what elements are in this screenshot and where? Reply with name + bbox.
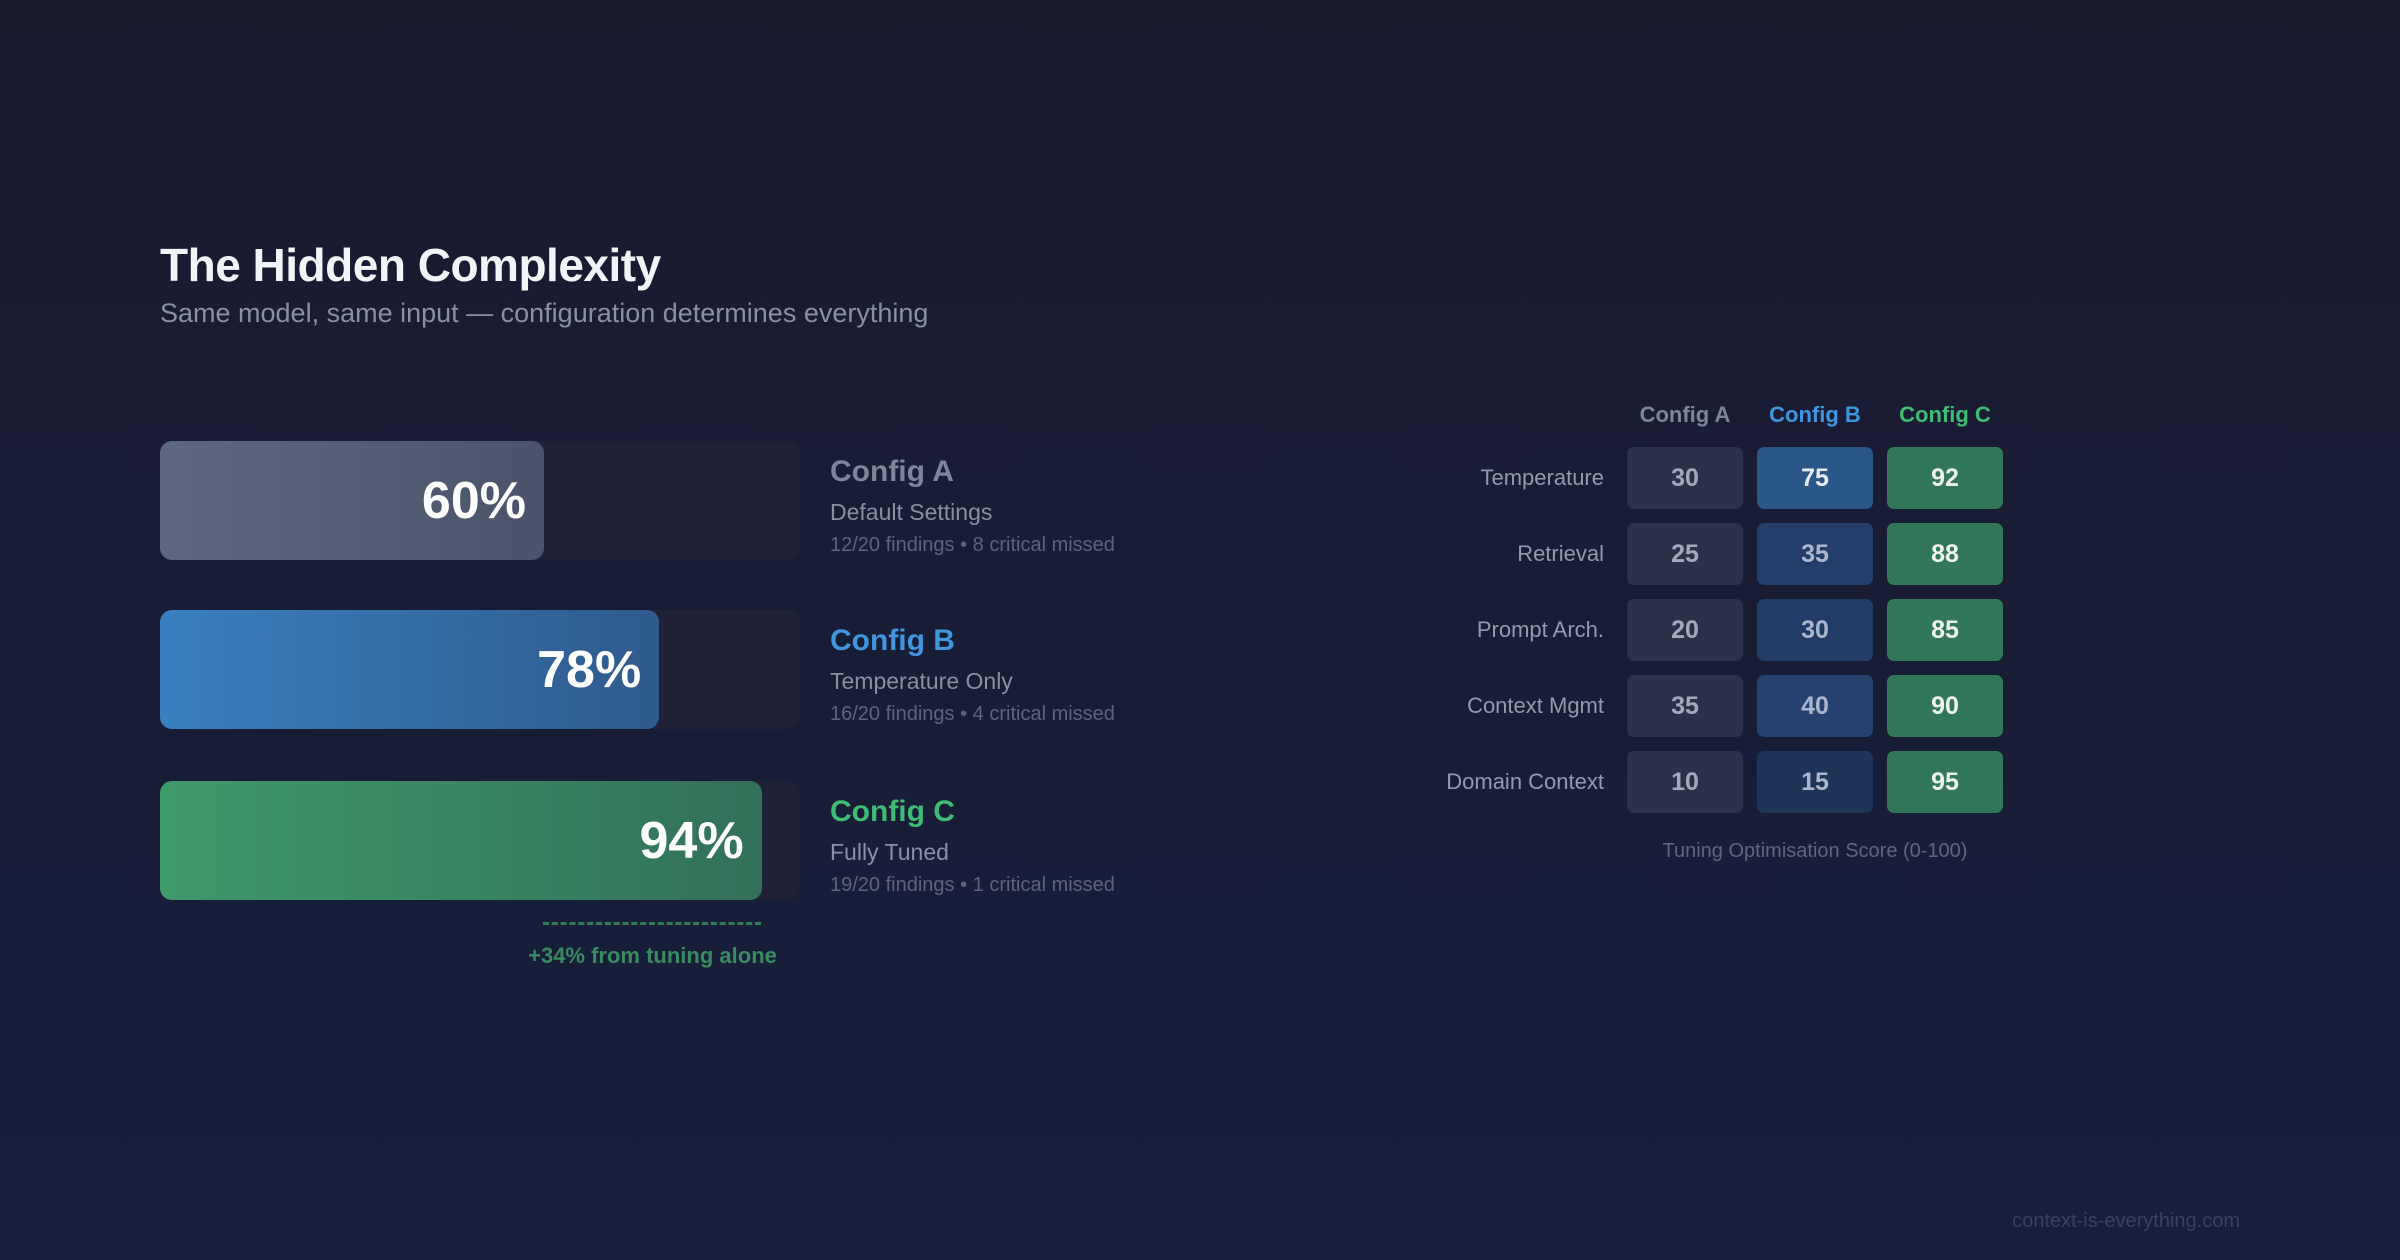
heatmap-cell: 10 [1627,751,1743,813]
bar-fill: 94% [160,781,762,900]
heatmap-cell: 85 [1887,599,2003,661]
bar-track: 60% [160,441,800,560]
bar-fill: 78% [160,610,660,729]
bar-value-label: 60% [421,471,526,530]
heatmap-cell: 90 [1887,675,2003,737]
config-findings: 12/20 findings • 8 critical missed [830,534,1115,556]
heatmap-caption: Tuning Optimisation Score (0-100) [1662,840,1968,862]
heatmap-cell: 95 [1887,751,2003,813]
bar-legend: Config A Default Settings 12/20 findings… [830,455,1115,557]
heatmap-cell: 40 [1757,675,1873,737]
heatmap-column-header: Config C [1899,402,1991,427]
bar-legend: Config B Temperature Only 16/20 findings… [830,624,1115,726]
heatmap-cell: 25 [1627,523,1743,585]
config-description: Temperature Only [830,668,1013,694]
config-findings: 16/20 findings • 4 critical missed [830,703,1115,725]
heatmap-column-header: Config B [1769,402,1861,427]
heatmap-row-label: Temperature [1480,465,1604,490]
bar-value-label: 94% [639,811,744,870]
heatmap-cell: 92 [1887,447,2003,509]
heatmap-row-label: Context Mgmt [1467,693,1604,718]
config-name: Config A [830,455,954,488]
heatmap-cell: 88 [1887,523,2003,585]
heatmap-cell: 35 [1757,523,1873,585]
heatmap-cell: 15 [1757,751,1873,813]
heatmap-row-label: Retrieval [1517,541,1604,566]
gain-annotation: +34% from tuning alone [528,943,777,968]
page-subtitle: Same model, same input — configuration d… [160,298,929,328]
heatmap-cell: 75 [1757,447,1873,509]
bar-value-label: 78% [537,640,642,699]
config-description: Default Settings [830,499,993,525]
heatmap-cell: 30 [1627,447,1743,509]
heatmap-row-label: Domain Context [1446,769,1604,794]
heatmap-cell: 35 [1627,675,1743,737]
page-title: The Hidden Complexity [160,239,661,291]
bar-track: 78% [160,610,800,729]
config-name: Config B [830,624,955,657]
config-name: Config C [830,795,955,828]
bar-track: 94% [160,781,800,900]
footer-url: context-is-everything.com [2012,1210,2240,1232]
bar-legend: Config C Fully Tuned 19/20 findings • 1 … [830,795,1115,897]
heatmap-cell: 20 [1627,599,1743,661]
heatmap-column-header: Config A [1639,402,1731,427]
heatmap-row-label: Prompt Arch. [1476,617,1604,642]
heatmap-cell: 30 [1757,599,1873,661]
gain-dashed-line [543,922,761,925]
bar-fill: 60% [160,441,544,560]
config-findings: 19/20 findings • 1 critical missed [830,874,1115,896]
config-description: Fully Tuned [830,839,949,865]
